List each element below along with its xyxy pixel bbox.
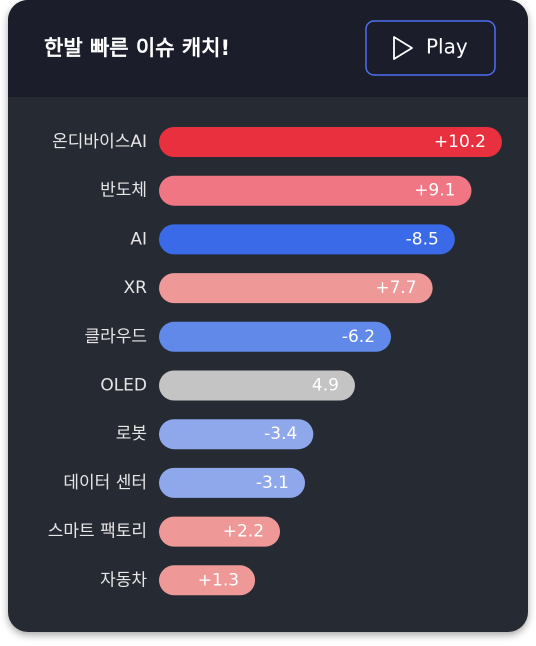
play-icon [393,36,413,60]
bar [159,467,306,498]
value-label: 4.9 [312,376,339,396]
category-label: 반도체 [100,181,147,201]
bar [159,419,314,450]
button-border [365,20,496,76]
category-label: 스마트 팩토리 [48,522,147,542]
bar [159,516,281,547]
bar [159,127,502,157]
button-label: Play [426,35,468,59]
bar [159,321,392,352]
header [8,0,528,97]
value-label: +9.1 [414,181,455,201]
category-label: 로봇 [116,424,147,444]
value-label: -3.1 [256,473,289,493]
value-label: -6.2 [342,327,375,347]
value-label: -8.5 [406,229,439,249]
category-label: 데이터 센터 [63,473,147,493]
category-label: 클라우드 [84,327,147,347]
category-label: AI [130,229,147,249]
play-button[interactable]: Play [365,20,496,76]
category-label: 온디바이스AI [52,132,147,152]
chart-title: 한발 빠른 이슈 캐치! [44,36,230,60]
value-label: +2.2 [223,522,264,542]
value-label: +7.7 [375,278,416,298]
category-label: OLED [100,376,147,396]
value-label: -3.4 [264,424,297,444]
value-label: +10.2 [434,132,486,152]
bar [159,565,256,596]
bar [159,175,472,206]
category-label: 자동차 [100,570,147,590]
category-label: XR [124,278,148,298]
bar [159,224,455,255]
bar [159,370,355,401]
card [8,0,528,632]
value-label: +1.3 [198,570,239,590]
bar [159,273,433,304]
